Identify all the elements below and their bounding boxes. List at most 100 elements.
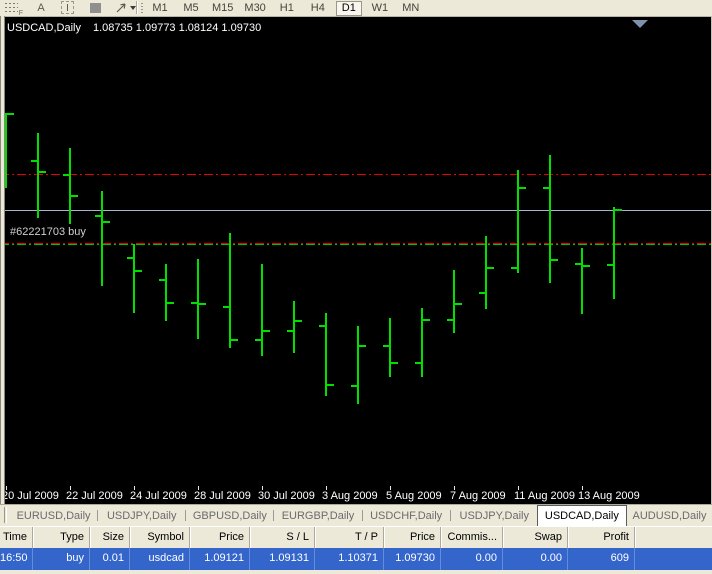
- ohlc-open-tick: [127, 257, 134, 259]
- bottom-margin: [0, 570, 712, 574]
- column-header-size[interactable]: Size: [90, 527, 130, 548]
- chart-tab-audusd-daily[interactable]: AUDUSD,Daily: [632, 510, 707, 522]
- timeframe-button-mn[interactable]: MN: [402, 1, 420, 14]
- column-header-symbol[interactable]: Symbol: [130, 527, 190, 548]
- x-axis-label: 30 Jul 2009: [258, 490, 315, 502]
- order-label: #62221703 buy: [10, 226, 86, 238]
- column-header-type[interactable]: Type: [33, 527, 90, 548]
- ohlc-close-tick: [423, 319, 430, 321]
- x-axis-tick: [134, 486, 135, 490]
- ohlc-bar: [229, 233, 231, 348]
- order-cell: 609: [568, 548, 635, 570]
- text-label-tool-button[interactable]: [55, 0, 79, 15]
- ohlc-close-tick: [199, 303, 206, 305]
- x-axis-tick: [326, 486, 327, 490]
- tp-line[interactable]: [0, 174, 712, 175]
- toolbar-grip[interactable]: [141, 3, 143, 13]
- ohlc-bar: [5, 113, 7, 188]
- x-axis-tick: [6, 486, 7, 490]
- text-icon: A: [37, 1, 45, 14]
- chart-tab-usdchf-daily[interactable]: USDCHF,Daily: [370, 510, 443, 522]
- column-header-price[interactable]: Price: [384, 527, 441, 548]
- column-header-swap[interactable]: Swap: [503, 527, 568, 548]
- chart-left-border: [0, 16, 5, 504]
- ohlc-open-tick: [255, 339, 262, 341]
- ohlc-close-tick: [551, 259, 558, 261]
- chart-tab-usdcad-daily[interactable]: USDCAD,Daily: [536, 505, 627, 526]
- ohlc-open-tick: [351, 385, 358, 387]
- chart-tab-usdjpy-daily[interactable]: USDJPY,Daily: [459, 510, 530, 522]
- ohlc-close-tick: [487, 267, 494, 269]
- column-header-commis-[interactable]: Commis...: [441, 527, 503, 548]
- chart-tab-eurusd-daily[interactable]: EURUSD,Daily: [16, 510, 91, 522]
- chart-tab-eurgbp-daily[interactable]: EURGBP,Daily: [281, 510, 355, 522]
- chart-tab-gbpusd-daily[interactable]: GBPUSD,Daily: [192, 510, 267, 522]
- x-axis-tick: [582, 486, 583, 490]
- x-axis-tick: [454, 486, 455, 490]
- column-header-s-l[interactable]: S / L: [250, 527, 315, 548]
- tab-separator: [449, 510, 451, 521]
- ohlc-close-tick: [359, 345, 366, 347]
- timeframe-button-w1[interactable]: W1: [371, 1, 389, 14]
- timeframe-button-h1[interactable]: H1: [279, 1, 294, 14]
- ohlc-open-tick: [31, 160, 38, 162]
- timeframe-group: M1 M5 M15 M30 H1 H4 D1 W1 MN: [147, 0, 424, 16]
- text-tool-button[interactable]: A: [29, 0, 53, 15]
- ohlc-close-tick: [327, 384, 334, 386]
- ohlc-bar: [101, 191, 103, 286]
- ohlc-close-tick: [103, 221, 110, 223]
- ohlc-close-tick: [263, 330, 270, 332]
- ohlc-close-tick: [39, 171, 46, 173]
- order-cell-filler: [635, 548, 712, 570]
- x-axis-label: 28 Jul 2009: [194, 490, 251, 502]
- chart-symbol-period: USDCAD,Daily: [7, 22, 81, 34]
- column-header-price[interactable]: Price: [190, 527, 250, 548]
- column-header-filler: [635, 527, 712, 548]
- ohlc-close-tick: [583, 265, 590, 267]
- ohlc-bar: [261, 264, 263, 356]
- timeframe-button-m15[interactable]: M15: [212, 1, 234, 14]
- toolbar: F A M1 M5 M15 M30 H1 H4 D1 W1 MN: [0, 0, 712, 17]
- ohlc-close-tick: [615, 209, 622, 211]
- arrows-icon: [115, 2, 136, 14]
- ohlc-open-tick: [415, 362, 422, 364]
- order-open-line[interactable]: [0, 244, 712, 245]
- chart-plot[interactable]: 20 Jul 2009 22 Jul 2009 24 Jul 2009 28 Jul …: [0, 17, 712, 504]
- chart-ohlc-quote: 1.08735 1.09773 1.08124 1.09730: [92, 22, 262, 34]
- timeframe-button-m1[interactable]: M1: [152, 1, 168, 14]
- ohlc-bar: [613, 207, 615, 299]
- bid-line[interactable]: [0, 210, 712, 211]
- ohlc-bar: [581, 248, 583, 314]
- column-header-profit[interactable]: Profit: [568, 527, 635, 548]
- ohlc-close-tick: [295, 320, 302, 322]
- ohlc-bar: [485, 236, 487, 309]
- chart-window: USDCAD,Daily 1.08735 1.09773 1.08124 1.0…: [0, 16, 712, 504]
- chart-tabbar: EURUSD,Daily USDJPY,Daily GBPUSD,Daily EURG…: [0, 504, 712, 526]
- sl-line[interactable]: [0, 243, 712, 244]
- chart-shift-marker-icon[interactable]: [632, 20, 648, 28]
- x-axis-label: 22 Jul 2009: [66, 490, 123, 502]
- x-axis-label: 11 Aug 2009: [514, 490, 575, 502]
- order-cell: 1.09730: [384, 548, 441, 570]
- column-header-time[interactable]: Time: [0, 527, 33, 548]
- order-row[interactable]: 16:50 buy 0.01 usdcad 1.09121 1.09131 1.10371 1…: [0, 548, 712, 570]
- ohlc-bar: [549, 155, 551, 283]
- chart-tab-usdjpy-daily[interactable]: USDJPY,Daily: [106, 510, 177, 522]
- ohlc-bar: [453, 270, 455, 333]
- x-axis-label: 5 Aug 2009: [386, 490, 442, 502]
- timeframe-button-h4[interactable]: H4: [310, 1, 325, 14]
- timeframe-button-m5[interactable]: M5: [183, 1, 199, 14]
- shapes-tool-button[interactable]: [83, 0, 107, 15]
- order-cell: usdcad: [130, 548, 190, 570]
- fibonacci-tool-button[interactable]: F: [1, 0, 25, 17]
- x-axis-label: 3 Aug 2009: [322, 490, 378, 502]
- column-header-t-p[interactable]: T / P: [315, 527, 384, 548]
- order-cell: buy: [33, 548, 90, 570]
- ohlc-bar: [517, 170, 519, 273]
- x-axis-tick: [70, 486, 71, 490]
- arrows-tool-button[interactable]: [109, 0, 141, 15]
- timeframe-button-d1[interactable]: D1: [335, 0, 362, 16]
- timeframe-button-m30[interactable]: M30: [244, 1, 266, 14]
- tab-separator: [361, 510, 363, 521]
